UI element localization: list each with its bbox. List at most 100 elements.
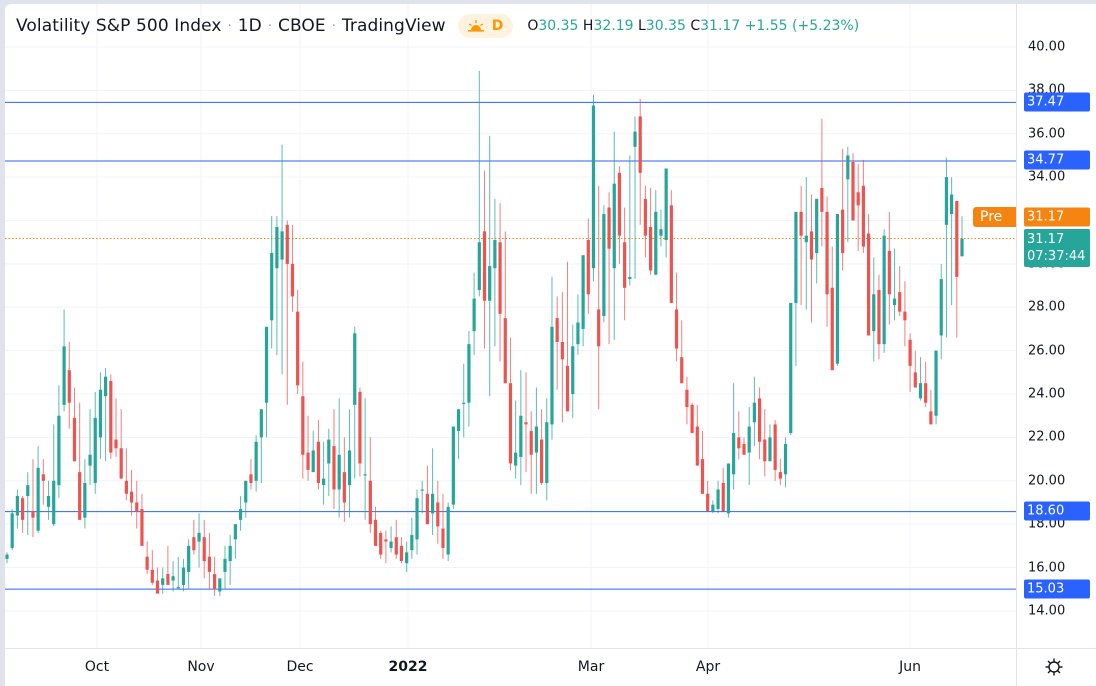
time-axis[interactable]: Oct Nov Dec 2022 Mar Apr Jun xyxy=(5,648,1016,686)
candle-body xyxy=(218,578,222,592)
candle-body xyxy=(669,205,673,303)
candle-body xyxy=(373,519,378,546)
bar-countdown: 07:37:44 xyxy=(1027,249,1086,264)
candle-body xyxy=(648,227,653,271)
session-badge[interactable]: D xyxy=(457,14,514,38)
candle-body xyxy=(430,493,435,514)
candle-body xyxy=(57,415,61,486)
chart-pane[interactable] xyxy=(5,4,1016,648)
candle-body xyxy=(41,474,45,481)
candle-body xyxy=(851,161,855,221)
candle-body xyxy=(78,472,82,520)
candle-body xyxy=(856,192,860,206)
candle-body xyxy=(238,508,243,520)
candle-body xyxy=(581,255,585,329)
candle-body xyxy=(887,250,891,295)
price-level-label[interactable]: 34.77 xyxy=(1024,150,1090,170)
candle-body xyxy=(789,302,793,434)
candle-body xyxy=(825,211,829,295)
candle-body xyxy=(643,198,647,236)
candle-body xyxy=(446,506,450,555)
candle-body xyxy=(477,242,481,290)
candle-body xyxy=(405,552,409,564)
candle-body xyxy=(280,231,284,260)
candle-body xyxy=(924,383,928,403)
candle-body xyxy=(368,480,372,525)
candle-body xyxy=(783,443,788,475)
candle-body xyxy=(254,441,258,481)
candle-body xyxy=(659,229,663,236)
symbol-title[interactable]: Volatility S&P 500 Index xyxy=(16,16,222,36)
candle-body xyxy=(918,383,923,399)
candle-body xyxy=(83,482,87,518)
candle-body xyxy=(804,235,808,243)
candle-body xyxy=(576,322,580,345)
candle-body xyxy=(88,454,92,466)
candle-body xyxy=(732,433,736,475)
candle-body xyxy=(155,580,160,594)
candle-body xyxy=(93,417,97,483)
price-level-label[interactable]: 15.03 xyxy=(1024,579,1090,599)
candle-body xyxy=(809,231,814,260)
candle-body xyxy=(228,545,232,562)
high-label: H xyxy=(582,18,594,34)
price-level-label[interactable]: 37.47 xyxy=(1024,92,1090,112)
pre-label: Pre xyxy=(980,209,1003,225)
candle-body xyxy=(259,409,263,438)
candle-body xyxy=(306,452,310,470)
candle-body xyxy=(685,389,689,408)
candle-body xyxy=(508,383,513,464)
candle-body xyxy=(270,253,274,321)
candle-body xyxy=(866,233,871,336)
candle-body xyxy=(187,545,191,572)
candle-body xyxy=(135,502,139,512)
exchange-label: CBOE xyxy=(277,16,326,36)
candle-body xyxy=(36,467,40,531)
close-label: C xyxy=(690,18,701,34)
price-tick: 24.00 xyxy=(1028,386,1066,402)
candle-body xyxy=(944,177,949,225)
candle-body xyxy=(726,463,731,514)
candle-body xyxy=(571,346,575,395)
candle-body xyxy=(379,532,383,555)
candle-body xyxy=(207,556,212,572)
candle-body xyxy=(161,578,165,585)
price-level-label[interactable]: 18.60 xyxy=(1024,501,1090,521)
candlestick-chart[interactable] xyxy=(5,4,1016,648)
candle-body xyxy=(441,528,445,549)
candle-body xyxy=(192,537,196,551)
chart-legend: Volatility S&P 500 Index · 1D · CBOE · T… xyxy=(16,13,859,39)
candle-body xyxy=(721,482,725,512)
candle-body xyxy=(181,567,186,585)
candle-body xyxy=(664,168,668,241)
candle-body xyxy=(700,459,705,494)
candle-body xyxy=(451,426,455,505)
candle-body xyxy=(363,474,367,476)
pre-price-label: 31.17 xyxy=(1024,207,1090,227)
candle-body xyxy=(171,576,175,581)
candle-body xyxy=(353,333,357,405)
candle-body xyxy=(716,489,720,509)
candle-body xyxy=(62,346,66,405)
price-tick: 28.00 xyxy=(1028,299,1066,315)
candle-body xyxy=(617,172,622,236)
candle-body xyxy=(960,238,964,257)
candle-body xyxy=(52,480,56,525)
candle-body xyxy=(529,430,533,455)
candle-body xyxy=(31,511,35,518)
candle-body xyxy=(711,504,715,512)
candle-body xyxy=(534,426,539,453)
candle-body xyxy=(908,339,912,366)
candle-body xyxy=(934,350,938,416)
candle-body xyxy=(456,409,461,431)
candle-body xyxy=(737,437,741,449)
candle-body xyxy=(389,541,393,549)
interval-label[interactable]: 1D xyxy=(237,16,262,36)
candle-body xyxy=(742,443,746,455)
high-value: 32.19 xyxy=(593,18,634,34)
axis-corner xyxy=(1016,648,1096,686)
gear-icon[interactable] xyxy=(1044,657,1064,677)
candle-body xyxy=(332,446,336,490)
price-axis[interactable]: 40.0038.0036.0034.0032.0030.0028.0026.00… xyxy=(1016,4,1096,648)
candle-body xyxy=(757,398,762,442)
